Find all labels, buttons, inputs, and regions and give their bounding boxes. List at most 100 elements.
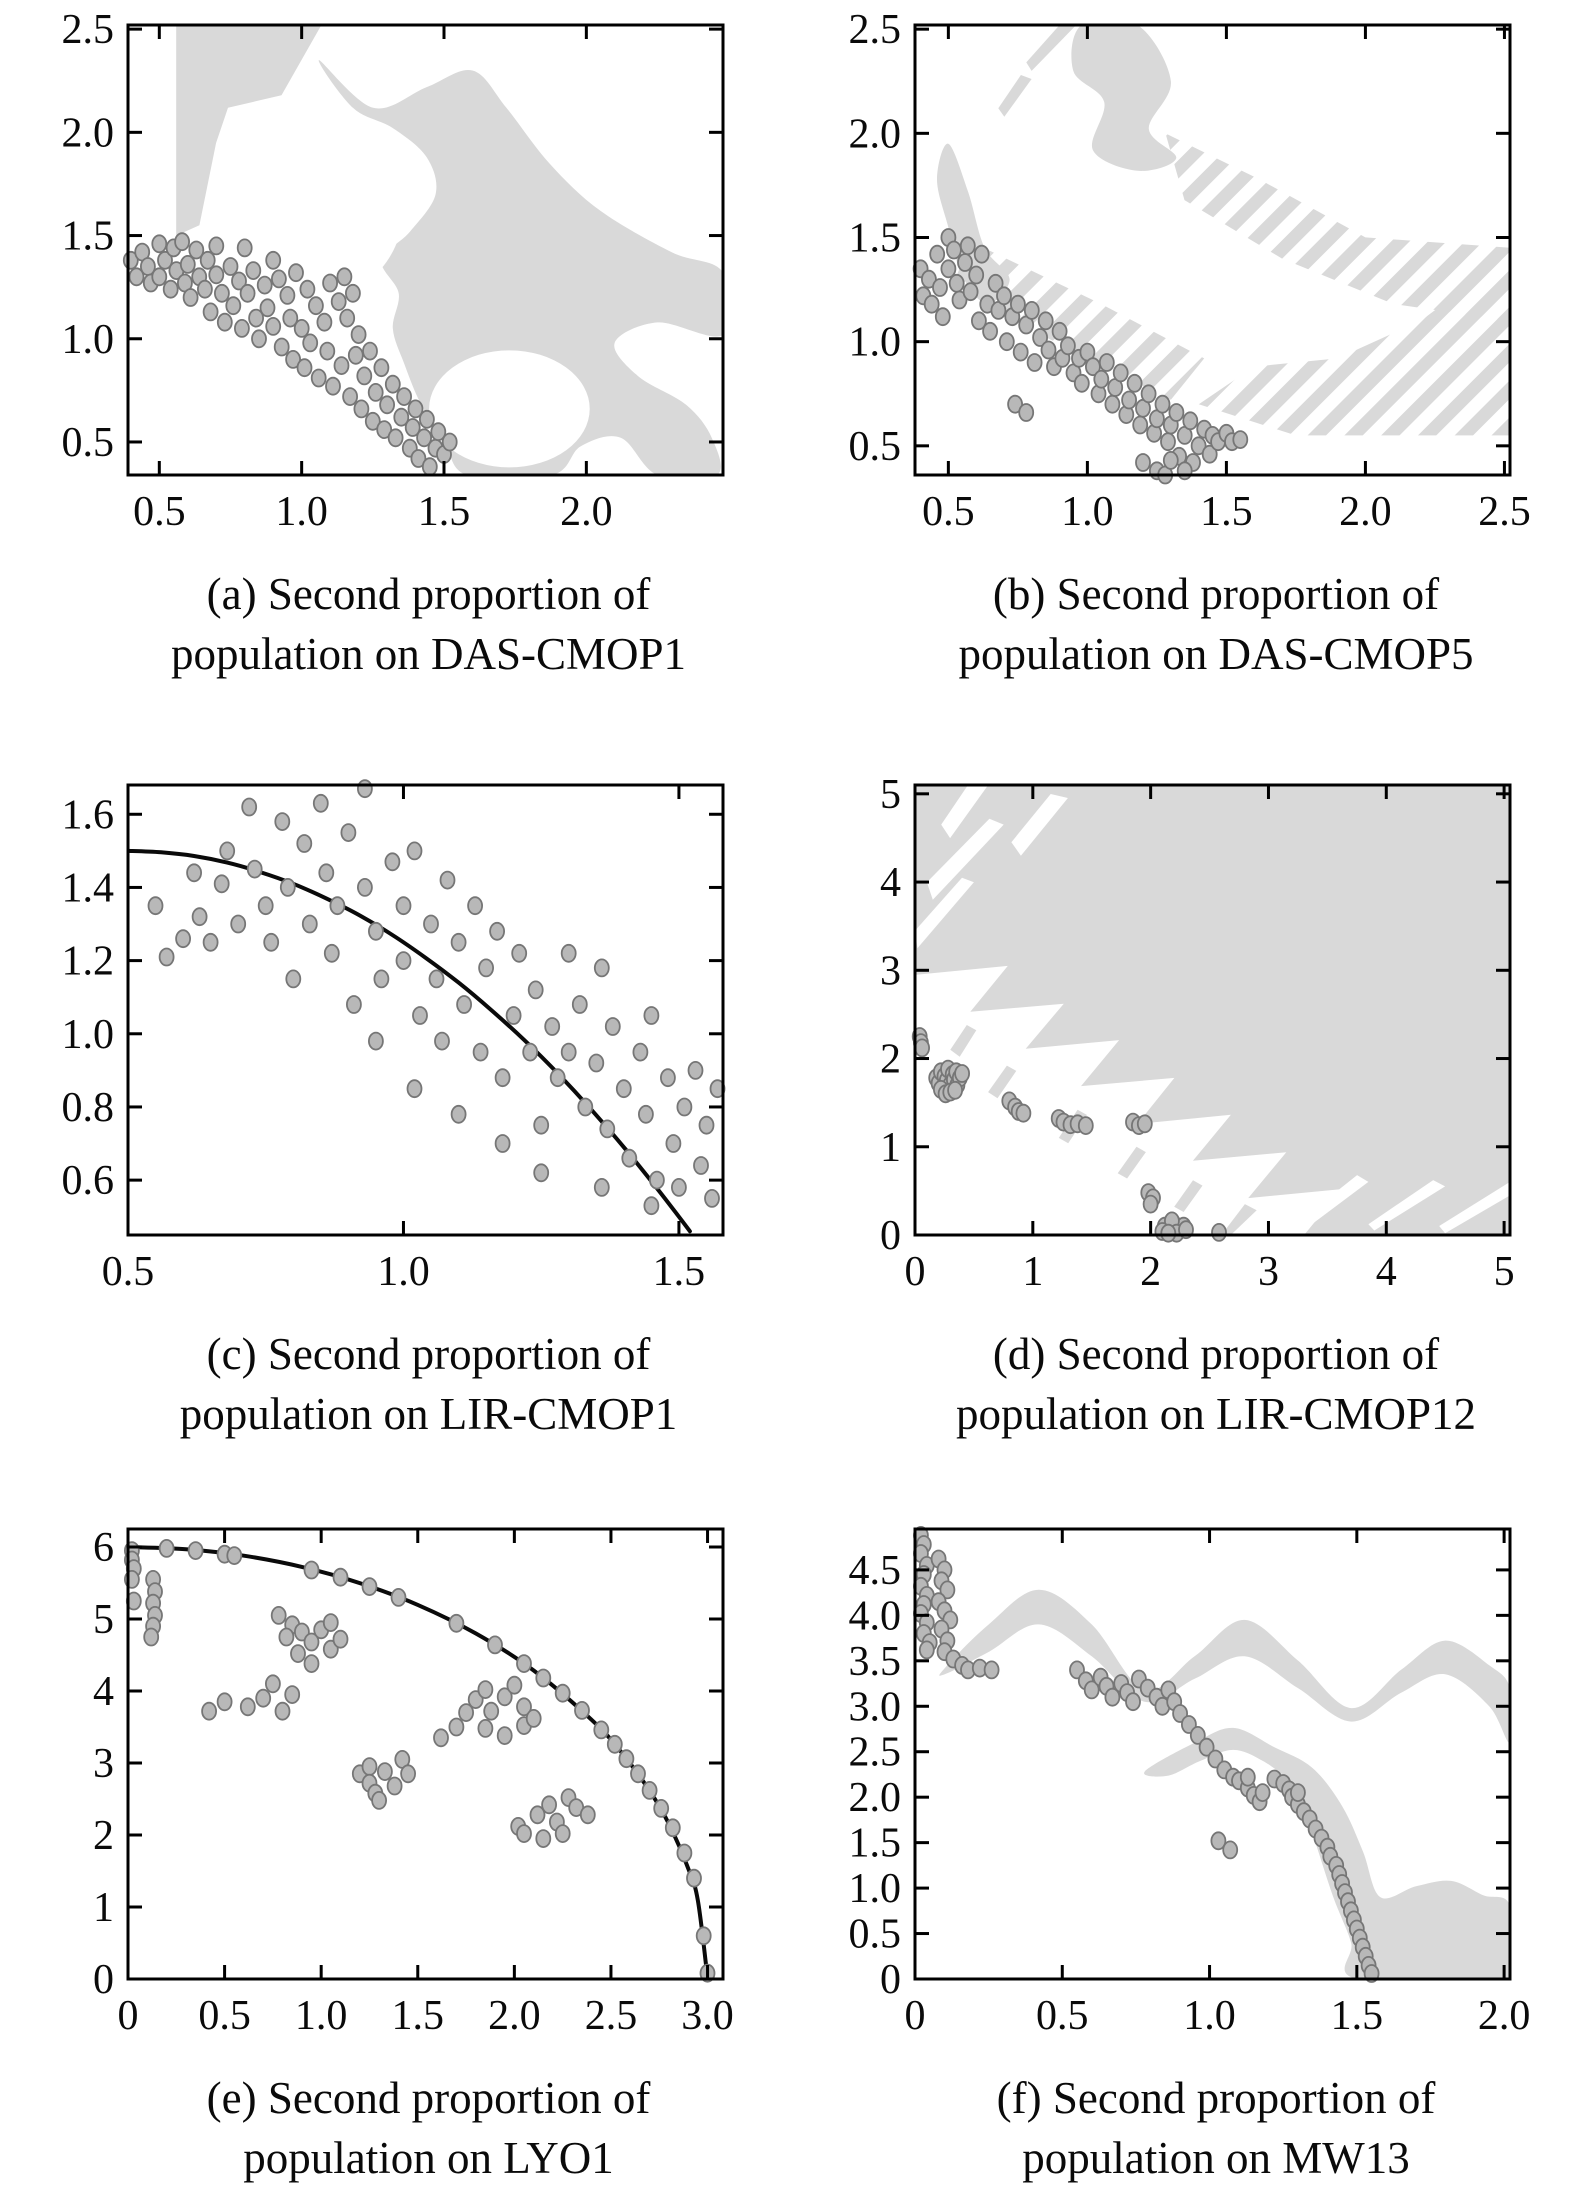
caption-d: (d) Second proportion of population on L…: [787, 1324, 1575, 1444]
svg-text:2.0: 2.0: [849, 111, 902, 157]
plot-d-canvas: 0 1 2 3 4 5 0 1 2 3 4 5: [880, 772, 1515, 1295]
svg-text:1.0: 1.0: [62, 317, 115, 363]
svg-text:3: 3: [93, 1741, 114, 1787]
svg-text:0: 0: [880, 1213, 901, 1259]
svg-text:2.0: 2.0: [560, 489, 613, 535]
svg-text:0.5: 0.5: [133, 489, 186, 535]
svg-text:0: 0: [905, 1993, 926, 2039]
caption-b: (b) Second proportion of population on D…: [787, 564, 1575, 684]
svg-text:1.0: 1.0: [295, 1993, 348, 2039]
svg-text:0.5: 0.5: [62, 420, 115, 466]
svg-text:2: 2: [93, 1813, 114, 1859]
svg-text:1: 1: [1022, 1249, 1043, 1295]
svg-text:4.5: 4.5: [849, 1548, 902, 1594]
svg-text:0.5: 0.5: [102, 1249, 155, 1295]
svg-text:2.0: 2.0: [62, 110, 115, 156]
svg-text:1.6: 1.6: [62, 792, 115, 838]
svg-text:2.5: 2.5: [849, 7, 902, 53]
subplot-f: 0 0.5 1.0 1.5 2.0 0 0.5 1.0 1.5 2.0 2.5 3.0 3.5 4.0 4.…: [787, 1464, 1575, 2196]
svg-text:3.5: 3.5: [849, 1639, 902, 1685]
svg-text:1.5: 1.5: [849, 216, 902, 262]
svg-text:1.0: 1.0: [275, 489, 328, 535]
svg-text:1.5: 1.5: [1200, 489, 1253, 535]
svg-text:0.5: 0.5: [1036, 1993, 1089, 2039]
svg-text:1.0: 1.0: [1061, 489, 1114, 535]
svg-text:1.0: 1.0: [62, 1012, 115, 1058]
svg-text:1.0: 1.0: [1183, 1993, 1236, 2039]
caption-d-line1: (d) Second proportion of: [992, 1329, 1440, 1379]
svg-text:0.6: 0.6: [62, 1158, 115, 1204]
caption-a-line2: population on DAS-CMOP1: [170, 629, 687, 679]
plot-b-canvas: 0.5 1.0 1.5 2.0 2.5 0.5 1.0 1.5 2.0 2.5: [849, 7, 1531, 535]
svg-text:2.0: 2.0: [1478, 1993, 1531, 2039]
svg-text:5: 5: [93, 1597, 114, 1643]
svg-text:4: 4: [880, 860, 901, 906]
svg-text:3.0: 3.0: [681, 1993, 734, 2039]
caption-c-line1: (c) Second proportion of: [206, 1329, 651, 1379]
caption-a-line1: (a) Second proportion of: [206, 569, 651, 619]
plot-c-canvas: 0.5 1.0 1.5 0.6 0.8 1.0 1.2 1.4 1.6: [62, 779, 726, 1295]
subplot-d: 0 1 2 3 4 5 0 1 2 3 4 5 (d) Second proportion of po…: [787, 732, 1575, 1464]
svg-text:5: 5: [1494, 1249, 1515, 1295]
svg-text:2: 2: [880, 1037, 901, 1083]
svg-text:2.5: 2.5: [62, 7, 115, 53]
svg-text:5: 5: [880, 772, 901, 818]
svg-text:4: 4: [1376, 1249, 1397, 1295]
subplot-a: 0.5 1.0 1.5 2.0 0.5 1.0 1.5 2.0 2.5 (a) Second p…: [0, 0, 787, 732]
svg-text:3: 3: [1258, 1249, 1279, 1295]
svg-text:1.5: 1.5: [418, 489, 471, 535]
svg-text:1: 1: [93, 1885, 114, 1931]
caption-a: (a) Second proportion of population on D…: [0, 564, 787, 684]
svg-text:2.0: 2.0: [488, 1993, 541, 2039]
plot-e-canvas: 0 0.5 1.0 1.5 2.0 2.5 3.0 0 1 2 3 4 5 6: [93, 1525, 734, 2039]
caption-d-line2: population on LIR-CMOP12: [955, 1389, 1476, 1439]
svg-text:2: 2: [1140, 1249, 1161, 1295]
svg-text:1.5: 1.5: [1331, 1993, 1384, 2039]
subplot-e: 0 0.5 1.0 1.5 2.0 2.5 3.0 0 1 2 3 4 5 6 (e) Second pr…: [0, 1464, 787, 2196]
svg-text:1.5: 1.5: [62, 214, 115, 260]
svg-text:0: 0: [880, 1957, 901, 2003]
caption-b-line1: (b) Second proportion of: [992, 569, 1440, 619]
svg-text:2.5: 2.5: [1478, 489, 1531, 535]
svg-text:2.5: 2.5: [849, 1730, 902, 1776]
caption-f: (f) Second proportion of population on M…: [787, 2068, 1575, 2188]
svg-text:1.0: 1.0: [377, 1249, 430, 1295]
subplot-b: 0.5 1.0 1.5 2.0 2.5 0.5 1.0 1.5 2.0 2.5 (b) Secon…: [787, 0, 1575, 732]
svg-text:4: 4: [93, 1669, 114, 1715]
svg-text:6: 6: [93, 1525, 114, 1571]
caption-c-line2: population on LIR-CMOP1: [179, 1389, 678, 1439]
svg-text:0: 0: [118, 1993, 139, 2039]
svg-text:2.5: 2.5: [585, 1993, 638, 2039]
svg-text:2.0: 2.0: [849, 1775, 902, 1821]
svg-text:0: 0: [93, 1957, 114, 2003]
svg-text:3.0: 3.0: [849, 1684, 902, 1730]
svg-text:3: 3: [880, 948, 901, 994]
svg-text:0: 0: [905, 1249, 926, 1295]
svg-text:1: 1: [880, 1125, 901, 1171]
svg-text:0.5: 0.5: [922, 489, 975, 535]
caption-f-line2: population on MW13: [1022, 2133, 1410, 2183]
svg-text:1.0: 1.0: [849, 320, 902, 366]
plot-f-canvas: 0 0.5 1.0 1.5 2.000.51.01.52.02.53.03.54.04.…: [849, 1525, 1531, 2039]
subplot-c: 0.5 1.0 1.5 0.6 0.8 1.0 1.2 1.4 1.6 (c) Second p…: [0, 732, 787, 1464]
svg-text:1.4: 1.4: [62, 865, 115, 911]
caption-e: (e) Second proportion of population on L…: [0, 2068, 787, 2188]
caption-e-line2: population on LYO1: [243, 2133, 614, 2183]
caption-b-line2: population on DAS-CMOP5: [958, 629, 1474, 679]
caption-c: (c) Second proportion of population on L…: [0, 1324, 787, 1444]
svg-text:0.8: 0.8: [62, 1085, 115, 1131]
plot-a-canvas: 0.5 1.0 1.5 2.0 0.5 1.0 1.5 2.0 2.5: [62, 7, 725, 535]
caption-e-line1: (e) Second proportion of: [206, 2073, 651, 2123]
svg-text:4.0: 4.0: [849, 1593, 902, 1639]
svg-text:1.5: 1.5: [653, 1249, 706, 1295]
svg-text:1.5: 1.5: [849, 1821, 902, 1867]
svg-text:2.0: 2.0: [1339, 489, 1392, 535]
svg-text:0.5: 0.5: [198, 1993, 251, 2039]
svg-text:1.5: 1.5: [392, 1993, 445, 2039]
svg-text:0.5: 0.5: [849, 424, 902, 470]
svg-text:0.5: 0.5: [849, 1912, 902, 1958]
svg-text:1.0: 1.0: [849, 1866, 902, 1912]
svg-text:1.2: 1.2: [62, 939, 115, 985]
caption-f-line1: (f) Second proportion of: [996, 2073, 1436, 2123]
